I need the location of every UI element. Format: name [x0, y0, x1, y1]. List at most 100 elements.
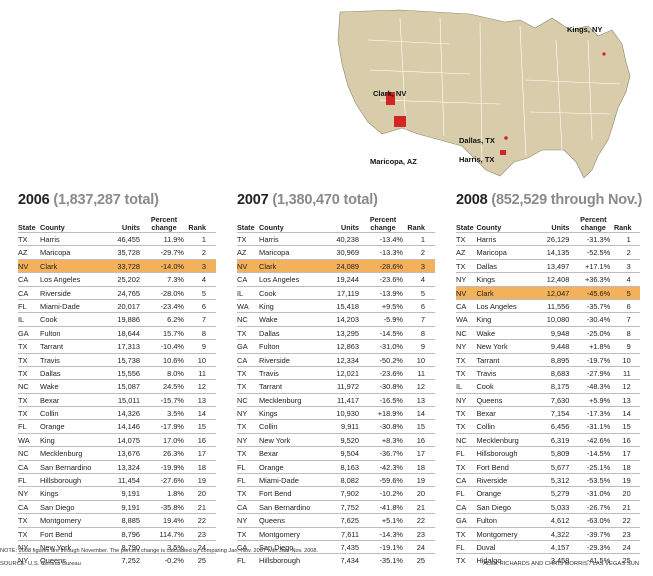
table-cell: FL — [18, 422, 27, 432]
table-cell: Tarrant — [476, 355, 500, 365]
table-cell: 9,191 — [121, 502, 141, 512]
table-cell: 11,417 — [336, 395, 359, 405]
table-cell: San Diego — [40, 502, 75, 512]
table-row: NY Kings 10,930 +18.9% 14 — [237, 406, 435, 419]
table-row: WA King 10,080 -30.4% 7 — [456, 312, 640, 325]
table-row: AZ Maricopa 14,135 -52.5% 2 — [456, 245, 640, 258]
table-cell: -35.1% — [379, 556, 403, 566]
table-cell: -13.4% — [379, 235, 403, 244]
table-cell: 24,765 — [117, 288, 140, 298]
table-cell: Maricopa — [40, 248, 71, 258]
table-cell: CA — [237, 355, 248, 365]
table-cell: -15.7% — [160, 395, 184, 405]
table-cell: CA — [237, 275, 248, 285]
table-cell: -10.4% — [160, 342, 184, 352]
column-header: County — [40, 222, 65, 232]
table-cell: 24.5% — [163, 382, 184, 392]
table-row: TX Montgomery 4,322 -39.7% 23 — [456, 526, 640, 540]
table-cell: 12,863 — [336, 342, 359, 352]
table-cell: 6 — [201, 301, 206, 311]
table-cell: 24 — [416, 542, 425, 552]
table-cell: San Bernardino — [40, 462, 92, 472]
table-cell: 13 — [197, 395, 206, 405]
table-cell: CA — [237, 542, 248, 552]
table-cell: Maricopa — [476, 248, 507, 258]
table-cell: 7,752 — [340, 502, 360, 512]
table-cell: 17.0% — [163, 435, 184, 445]
table-cell: Fulton — [476, 516, 497, 526]
table-cell: 4 — [201, 275, 206, 285]
table-cell: New York — [40, 542, 72, 552]
table-row: NY New York 8,790 3.5% 24 — [18, 539, 216, 553]
table-cell: 4,612 — [550, 516, 570, 526]
table-cell: -26.7% — [586, 502, 611, 512]
table-cell: -16.5% — [379, 395, 403, 405]
table-cell: 2 — [201, 248, 206, 258]
table-cell: FL — [18, 301, 27, 311]
table-cell: 14 — [197, 409, 206, 419]
table-cell: NC — [456, 435, 467, 445]
table-cell: 7,154 — [550, 409, 570, 419]
table-cell: 15,087 — [117, 382, 140, 392]
table-cell: GA — [237, 342, 248, 352]
table-cell: 12,047 — [546, 288, 570, 298]
table-cell: -27.6% — [160, 476, 184, 486]
table-cell: Dallas — [40, 368, 61, 378]
table-cell: Wake — [476, 328, 496, 338]
table-cell: -14.5% — [379, 328, 403, 338]
table-cell: Fulton — [40, 328, 61, 338]
table-cell: Dallas — [476, 261, 497, 271]
table-cell: 12,021 — [336, 368, 359, 378]
table-cell: 10 — [197, 355, 206, 365]
table-2007: 2007 (1,380,470 total) State County Units Pe… — [237, 192, 435, 567]
table-2008: 2008 (852,529 through Nov.) State County Un… — [456, 192, 642, 567]
table-cell: 15 — [622, 422, 631, 432]
table-cell: 11 — [417, 368, 425, 378]
table-cell: Harris — [40, 235, 60, 244]
table-cell: 2 — [626, 248, 631, 258]
table-cell: CA — [237, 502, 248, 512]
table-cell: IL — [237, 288, 244, 298]
table-row: CA Riverside 5,312 -53.5% 19 — [456, 473, 640, 486]
table-cell: 3 — [420, 261, 425, 271]
column-header: Percent change — [580, 215, 607, 232]
table-cell: 114.7% — [159, 529, 184, 539]
table-row: IL Cook 8,175 -48.3% 12 — [456, 379, 640, 392]
table-cell: WA — [18, 435, 30, 445]
table-cell: Fulton — [259, 342, 280, 352]
table-cell: NY — [456, 395, 467, 405]
table-cell: TX — [18, 368, 28, 378]
table-cell: Maricopa — [259, 248, 290, 258]
table-cell: 6 — [420, 301, 425, 311]
table-row: CA San Bernardino 13,324 -19.9% 18 — [18, 459, 216, 473]
table-cell: -13.9% — [379, 288, 403, 298]
table-cell: 10 — [622, 355, 631, 365]
table-cell: +9.5% — [381, 301, 403, 311]
table-cell: 5,312 — [550, 476, 570, 486]
table-cell: 11.9% — [163, 235, 184, 244]
table-cell: TX — [18, 235, 28, 244]
table-cell: 2 — [420, 248, 425, 258]
table-cell: -45.6% — [586, 288, 611, 298]
table-cell: 5,279 — [550, 489, 570, 499]
table-cell: TX — [456, 556, 466, 566]
table-cell: New York — [476, 342, 508, 352]
table-cell: 13,676 — [117, 449, 140, 459]
table-row: CA San Diego 5,033 -26.7% 21 — [456, 499, 640, 513]
table-cell: 19,886 — [117, 315, 140, 325]
table-cell: 24 — [197, 542, 206, 552]
table-cell: TX — [237, 489, 247, 499]
table-row: TX Tarrant 8,895 -19.7% 10 — [456, 352, 640, 366]
table-cell: Travis — [476, 368, 497, 378]
table-cell: TX — [237, 529, 247, 539]
table-cell: 14,326 — [117, 409, 140, 419]
table-cell: -23.6% — [379, 368, 403, 378]
table-row: IL Cook 17,119 -13.9% 5 — [237, 285, 435, 299]
table-row: NC Wake 9,948 -25.0% 8 — [456, 325, 640, 339]
table-cell: 4,322 — [550, 529, 570, 539]
table-row: TX Bexar 9,504 -36.7% 17 — [237, 446, 435, 459]
table-cell: Fort Bend — [40, 529, 73, 539]
table-cell: 46,455 — [117, 235, 140, 244]
column-header: Units — [122, 222, 140, 232]
table-cell: TX — [456, 422, 466, 432]
